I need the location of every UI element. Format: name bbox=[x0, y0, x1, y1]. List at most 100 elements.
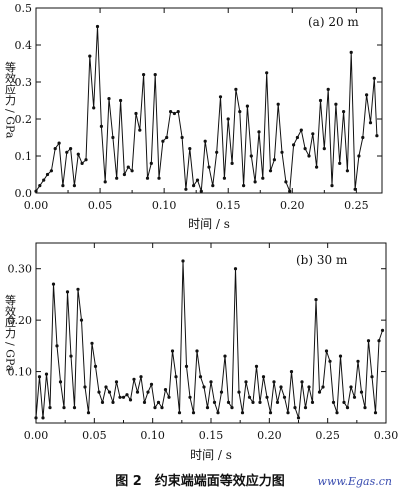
chart-a-data-point bbox=[326, 87, 330, 91]
chart-a-data-point bbox=[153, 73, 157, 77]
chart-b-data-point bbox=[359, 390, 364, 394]
chart-b-data-point bbox=[324, 349, 329, 353]
chart-b-data-point bbox=[177, 411, 182, 415]
chart-a-panel-label: (a) 20 m bbox=[308, 15, 359, 29]
chart-b-panel-label: (b) 30 m bbox=[296, 253, 348, 267]
chart-a-data-point bbox=[134, 111, 138, 116]
chart-a-xtick-label: 0.15 bbox=[216, 199, 241, 212]
chart-b-data-point bbox=[174, 375, 178, 379]
chart-b-ytick-label: 0.10 bbox=[8, 366, 33, 379]
chart-a-data-point bbox=[157, 176, 161, 180]
chart-b-data-point bbox=[331, 400, 336, 404]
chart-b-data-point bbox=[366, 339, 371, 343]
chart-b-data-point bbox=[300, 380, 304, 384]
chart-b-data-point bbox=[373, 411, 378, 415]
chart-a-data-point bbox=[80, 161, 84, 165]
chart-a-ytick-label: 0.5 bbox=[15, 2, 33, 15]
chart-a-data-point bbox=[342, 110, 346, 114]
chart-b-data-point bbox=[377, 339, 381, 343]
chart-b-ytick-label: 0.20 bbox=[8, 314, 33, 327]
chart-a-data-point bbox=[65, 150, 69, 154]
figure-caption: 图 2 约束端端面等效应力图 bbox=[115, 474, 285, 489]
chart-a-y-axis-label: 等效应力 / GPa bbox=[4, 60, 17, 139]
chart-a-ytick-label: 0.4 bbox=[15, 39, 33, 52]
chart-a-data-point bbox=[84, 158, 88, 162]
chart-b-data-point bbox=[328, 359, 332, 363]
chart-a-data-point bbox=[368, 121, 373, 125]
chart-b-ytick-label: 0.30 bbox=[8, 263, 33, 276]
chart-b-data-point bbox=[254, 364, 259, 368]
chart-b-data-point bbox=[219, 390, 224, 394]
chart-a-data-point bbox=[103, 180, 107, 184]
chart-a-data-point bbox=[76, 152, 80, 156]
chart-b-data-point bbox=[55, 344, 59, 348]
chart-b-data-point bbox=[51, 282, 56, 286]
chart-a-data-point bbox=[38, 184, 42, 188]
chart-b-data-point bbox=[142, 400, 147, 404]
chart-a-data-point bbox=[307, 154, 311, 158]
chart-b-data-point bbox=[114, 380, 119, 384]
chart-b-data-point bbox=[310, 400, 315, 404]
chart-b-data-point bbox=[293, 406, 297, 410]
chart-b-data-point bbox=[258, 400, 262, 404]
chart-a-data-point bbox=[311, 132, 315, 136]
chart-b-data-point bbox=[146, 390, 150, 394]
chart-a-x-axis-label: 时间 / s bbox=[188, 217, 230, 231]
chart-a-data-point bbox=[249, 154, 253, 158]
chart-a-data-point bbox=[330, 184, 334, 188]
chart-b-data-point bbox=[198, 375, 203, 379]
chart-a-data-point bbox=[142, 73, 146, 77]
chart-b-data-point bbox=[282, 395, 287, 399]
chart-a-data-point bbox=[169, 110, 173, 114]
chart-a-data-point bbox=[180, 135, 184, 140]
chart-a-data-point bbox=[195, 178, 200, 182]
chart-a-data-point bbox=[88, 54, 92, 58]
chart-a-data-point bbox=[357, 154, 361, 158]
chart-a-data-point bbox=[361, 135, 365, 140]
chart-a-data-point bbox=[375, 134, 379, 138]
chart-b-data-point bbox=[62, 406, 66, 410]
chart-b-data-point bbox=[153, 406, 157, 410]
chart-b-data-point bbox=[345, 406, 350, 410]
chart-b-data-point bbox=[100, 400, 105, 404]
chart-b-data-point bbox=[226, 400, 231, 404]
chart-b-data-point bbox=[303, 406, 308, 410]
chart-a-data-point bbox=[199, 189, 203, 193]
chart-a-data-point bbox=[238, 110, 242, 114]
chart-a-data-point bbox=[165, 135, 169, 140]
chart-b-data-point bbox=[128, 398, 133, 402]
chart-a-data-point bbox=[257, 130, 261, 134]
chart-b-data-point bbox=[307, 385, 311, 389]
chart-a-data-point bbox=[265, 71, 269, 75]
chart-a-data-point bbox=[149, 161, 153, 165]
chart-b-data-point bbox=[34, 416, 38, 420]
chart-a-data-point bbox=[218, 95, 223, 99]
chart-b-data-point bbox=[338, 354, 343, 358]
chart-a-data-point bbox=[111, 135, 115, 140]
chart-a-data-point bbox=[295, 135, 299, 140]
chart-b-data-point bbox=[93, 364, 98, 368]
chart-b-data-point bbox=[349, 385, 353, 389]
chart-a-series-line bbox=[35, 26, 378, 192]
chart-a-data-point bbox=[338, 161, 342, 165]
chart-a-data-point bbox=[280, 150, 284, 154]
chart-a-ytick-label: 0.1 bbox=[15, 150, 33, 163]
chart-b-series-line bbox=[35, 260, 383, 419]
chart-a-data-point bbox=[145, 176, 150, 180]
chart-a-data-point bbox=[276, 102, 280, 106]
chart-b-data-point bbox=[160, 406, 164, 410]
chart-b-data-point bbox=[83, 385, 87, 389]
chart-b-data-point bbox=[72, 406, 77, 410]
chart-b-data-point bbox=[48, 406, 52, 410]
chart-b-data-point bbox=[212, 400, 217, 404]
chart-b-data-point bbox=[314, 298, 318, 302]
chart-a-xtick-label: 0.00 bbox=[24, 199, 49, 212]
chart-a-data-point bbox=[92, 106, 96, 110]
chart-b-data-point bbox=[181, 259, 185, 263]
chart-a-data-point bbox=[334, 102, 338, 106]
chart-b-data-point bbox=[79, 318, 84, 322]
chart-a-data-point bbox=[69, 147, 73, 151]
chart-a-data-point bbox=[42, 178, 46, 182]
chart-a-data-point bbox=[176, 110, 180, 114]
